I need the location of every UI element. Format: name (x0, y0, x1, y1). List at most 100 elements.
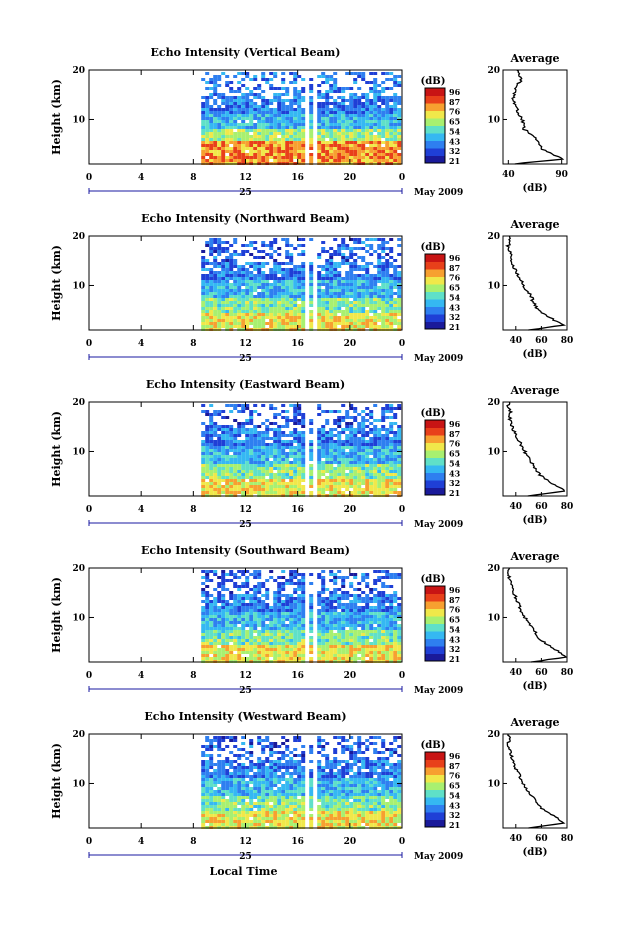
profile-y-tick: 10 (487, 115, 500, 125)
profile-x-tick: 60 (535, 668, 548, 678)
x-tick-label: 0 (86, 173, 92, 183)
colorbar-segment (425, 442, 445, 451)
colorbar-frame (424, 419, 446, 496)
x-tick-label: 4 (138, 671, 144, 681)
colorbar-segment (425, 623, 445, 632)
x-tick-label: 0 (399, 837, 405, 847)
colorbar-tick: 21 (449, 820, 460, 830)
colorbar-tick: 65 (449, 615, 460, 625)
colorbar-segment (425, 782, 445, 790)
profile-frame (502, 567, 568, 663)
colorbar-segment (425, 593, 445, 602)
x-tick-label: 16 (291, 339, 304, 349)
colorbar-segment (425, 601, 445, 609)
colorbar-segment (425, 465, 445, 473)
colorbar-tick: 21 (449, 654, 460, 664)
x-tick-label: 8 (190, 173, 196, 183)
colorbar-segment (425, 148, 445, 156)
day-label: 25 (239, 520, 252, 530)
colorbar-tick: 43 (449, 634, 461, 644)
profile-line (506, 733, 566, 829)
profile-title: Average (509, 218, 559, 231)
colorbar-segment (425, 435, 445, 443)
x-tick-label: 12 (239, 505, 252, 515)
colorbar-segment (425, 767, 445, 775)
colorbar-frame (424, 585, 446, 662)
y-tick-label: 20 (72, 66, 85, 76)
profile-x-tick: 40 (510, 834, 523, 844)
x-tick-label: 0 (399, 339, 405, 349)
colorbar-frame (424, 87, 446, 164)
profile-line (511, 69, 565, 165)
colorbar-tick: 96 (449, 253, 461, 263)
x-tick-label: 8 (190, 339, 196, 349)
colorbar-segment (425, 314, 445, 322)
x-tick-label: 0 (399, 671, 405, 681)
profile-x-tick: 80 (561, 336, 574, 346)
colorbar-unit: (dB) (421, 740, 446, 751)
profile-x-tick: 80 (561, 668, 574, 678)
colorbar-tick: 54 (449, 292, 461, 302)
x-tick-label: 0 (399, 173, 405, 183)
x-tick-label: 12 (239, 173, 252, 183)
colorbar-segment (425, 774, 445, 783)
y-tick-label: 20 (72, 232, 85, 242)
x-tick-label: 8 (190, 837, 196, 847)
profile-x-tick: 40 (502, 170, 515, 180)
x-tick-label: 12 (239, 837, 252, 847)
profile-y-tick: 20 (487, 398, 500, 408)
date-label: May 2009 (414, 520, 463, 530)
x-tick-label: 4 (138, 339, 144, 349)
profile-y-tick: 10 (487, 613, 500, 623)
x-tick-label: 20 (344, 173, 357, 183)
heatmap-cells (201, 72, 402, 165)
colorbar-tick: 54 (449, 458, 461, 468)
profile-frame (502, 401, 568, 497)
y-axis-label: Height (km) (50, 577, 63, 653)
profile-title: Average (509, 716, 559, 729)
profile-frame (502, 235, 568, 331)
profile-x-tick: 60 (535, 502, 548, 512)
colorbar-segment (425, 95, 445, 104)
chart-panel-1: Echo Intensity (Northward Beam) 10 20 Heigh… (50, 212, 573, 364)
colorbar-segment (425, 472, 445, 481)
x-tick-label: 20 (344, 505, 357, 515)
colorbar-segment (425, 291, 445, 300)
colorbar-frame (424, 253, 446, 330)
date-label: May 2009 (414, 354, 463, 364)
colorbar-segment (425, 457, 445, 466)
colorbar-segment (425, 586, 445, 594)
colorbar-tick: 76 (449, 273, 461, 283)
colorbar-segment (425, 427, 445, 436)
x-axis-label: Local Time (210, 865, 278, 878)
heatmap-cells (201, 404, 402, 497)
chart-title: Echo Intensity (Eastward Beam) (146, 378, 345, 391)
colorbar-segment (425, 797, 445, 805)
x-tick-label: 0 (86, 505, 92, 515)
colorbar-tick: 32 (449, 312, 460, 322)
colorbar-tick: 32 (449, 644, 460, 654)
date-label: May 2009 (414, 686, 463, 696)
profile-title: Average (509, 52, 559, 65)
profile-xlabel: (dB) (523, 515, 548, 526)
profile-y-tick: 10 (487, 447, 500, 457)
chart-panel-3: Echo Intensity (Southward Beam) 10 20 Heigh… (50, 544, 573, 696)
profile-xlabel: (dB) (523, 681, 548, 692)
colorbar-tick: 21 (449, 488, 460, 498)
colorbar-segment (425, 321, 445, 330)
y-tick-label: 20 (72, 564, 85, 574)
colorbar-tick: 21 (449, 156, 460, 166)
colorbar-segment (425, 125, 445, 134)
date-label: May 2009 (414, 188, 463, 198)
colorbar-segment (425, 616, 445, 624)
colorbar-segment (425, 276, 445, 285)
colorbar-tick: 76 (449, 605, 461, 615)
chart-title: Echo Intensity (Westward Beam) (144, 710, 346, 723)
chart-panel-2: Echo Intensity (Eastward Beam) 10 20 Height… (50, 378, 573, 530)
profile-xlabel: (dB) (523, 847, 548, 858)
profile-y-tick: 10 (487, 281, 500, 291)
heatmap-cells (201, 238, 402, 331)
x-tick-label: 16 (291, 505, 304, 515)
colorbar-segment (425, 140, 445, 149)
